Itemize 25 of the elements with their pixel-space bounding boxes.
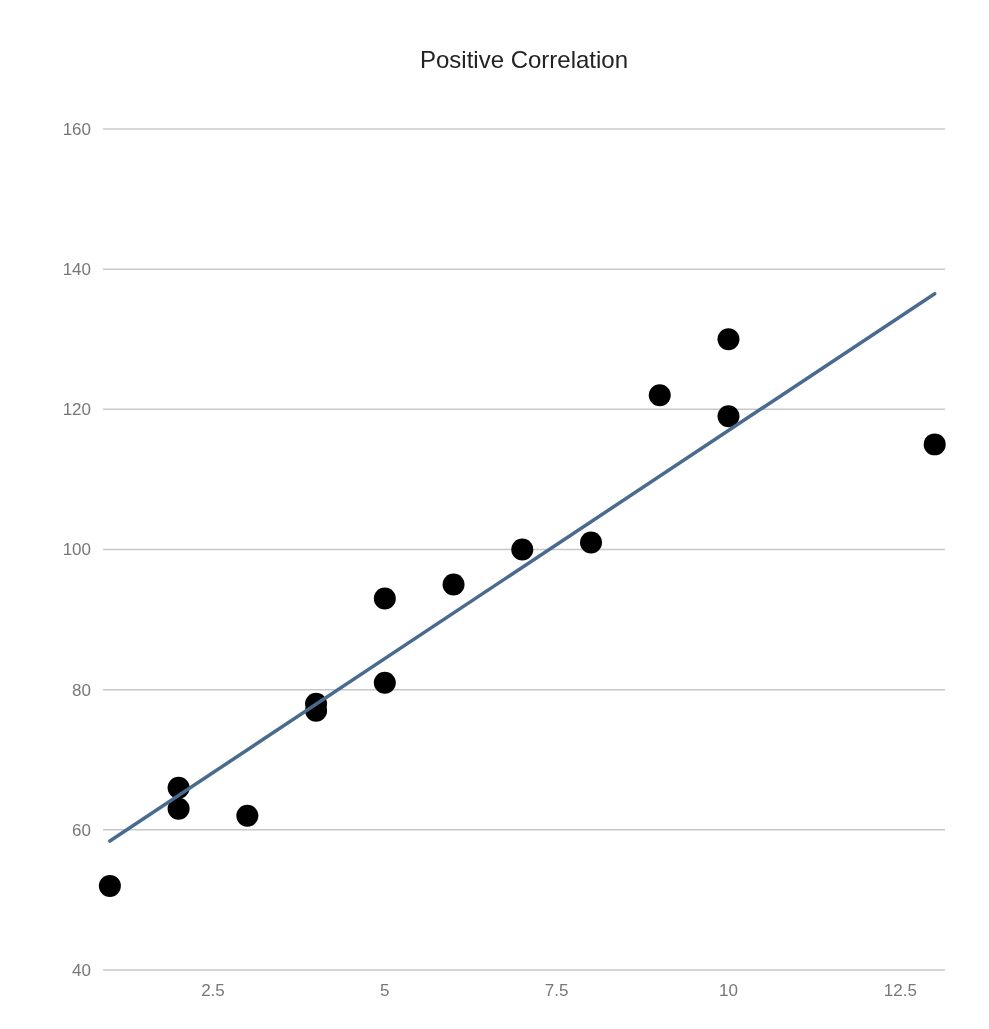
- point: [648, 384, 671, 407]
- point: [236, 804, 259, 827]
- point: [717, 328, 740, 351]
- y-tick-label: 120: [62, 400, 91, 420]
- x-tick-label: 10: [719, 981, 738, 1000]
- y-tick-label: 80: [72, 680, 91, 700]
- y-tick-label: 140: [62, 260, 91, 280]
- x-tick-label: 5: [380, 981, 390, 1000]
- y-tick-label: 160: [62, 119, 91, 139]
- y-tick-label: 100: [62, 540, 91, 560]
- point: [717, 405, 740, 428]
- x-tick-label: 12.5: [883, 981, 917, 1000]
- chart-title: Positive Correlation: [419, 46, 629, 73]
- point: [580, 531, 603, 554]
- point: [373, 671, 396, 694]
- point: [373, 587, 396, 610]
- point: [923, 433, 946, 456]
- point: [442, 573, 465, 596]
- y-tick-label: 40: [72, 960, 91, 980]
- point: [511, 538, 534, 561]
- y-tick-label: 60: [72, 820, 91, 840]
- point: [167, 797, 190, 820]
- point: [98, 874, 121, 897]
- x-tick-label: 2.5: [201, 981, 225, 1000]
- x-tick-label: 7.5: [544, 981, 569, 1000]
